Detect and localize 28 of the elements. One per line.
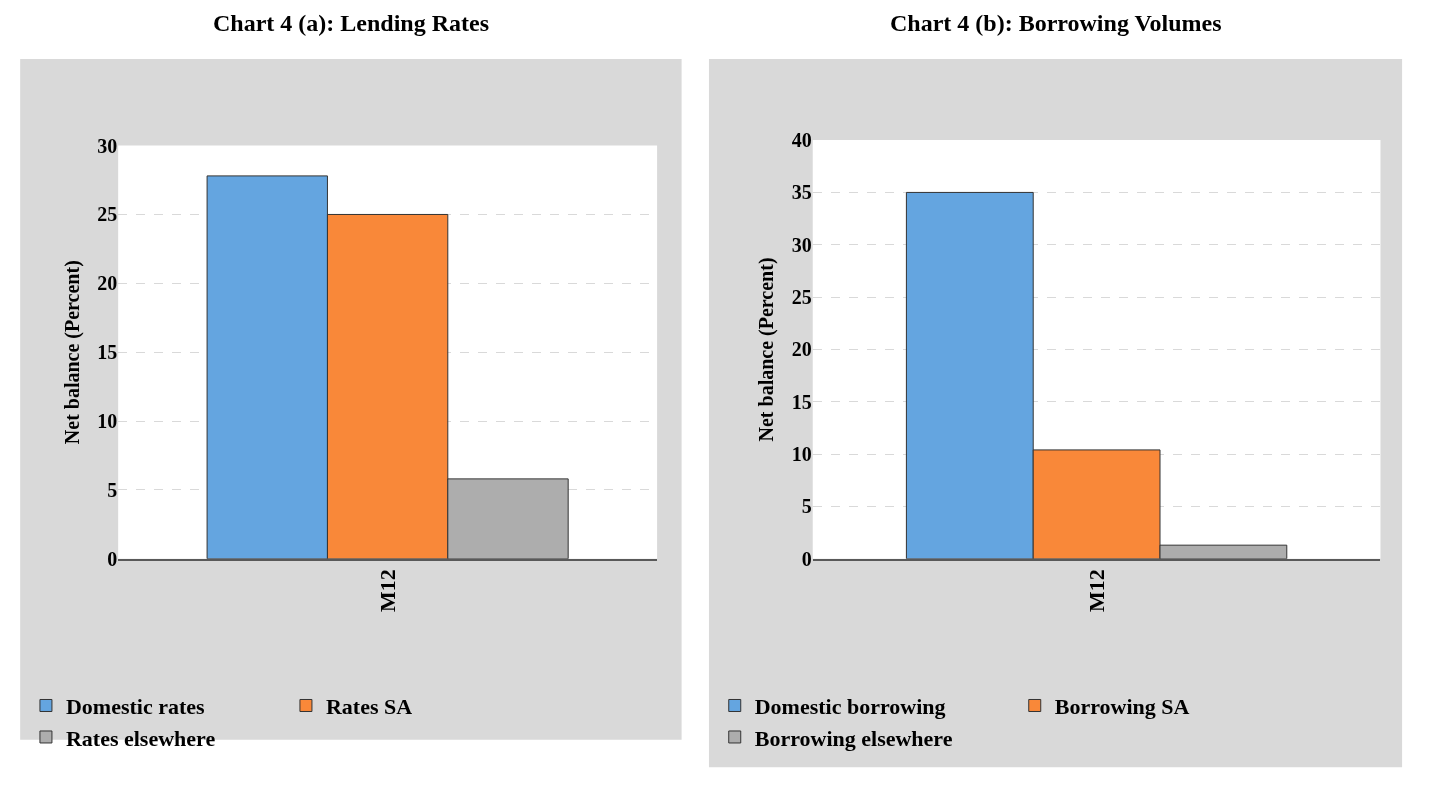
y-tick-label: 0 — [801, 547, 812, 570]
y-tick-label: 10 — [97, 410, 118, 433]
y-tick-label: 0 — [107, 547, 118, 570]
legend-label: Domestic borrowing — [754, 694, 946, 720]
y-axis-title: Net balance (Percent) — [60, 260, 84, 445]
y-tick-label: 15 — [97, 341, 118, 364]
legend-label: Rates SA — [325, 694, 413, 720]
y-tick-label: 10 — [791, 443, 812, 466]
y-tick-label: 30 — [791, 233, 812, 256]
y-axis-title: Net balance (Percent) — [755, 257, 779, 442]
x-tick-label: M12 — [374, 569, 400, 613]
y-tick-label: 35 — [791, 181, 812, 204]
legend-label: Borrowing SA — [1054, 694, 1190, 720]
y-tick-label: 5 — [107, 478, 118, 501]
legend-label: Borrowing elsewhere — [754, 725, 953, 751]
x-tick-label: M12 — [1083, 569, 1109, 613]
legend-label: Domestic rates — [65, 694, 206, 720]
chart-title: Chart 4 (a): Lending Rates — [213, 10, 489, 36]
y-tick-label: 30 — [97, 134, 118, 157]
legend-label: Rates elsewhere — [65, 725, 216, 751]
y-tick-label: 20 — [791, 338, 812, 361]
y-tick-label: 25 — [97, 203, 118, 226]
y-tick-label: 40 — [791, 129, 812, 152]
y-tick-label: 5 — [801, 495, 812, 518]
y-tick-label: 25 — [791, 286, 812, 309]
y-tick-label: 15 — [791, 390, 812, 413]
chart-title: Chart 4 (b): Borrowing Volumes — [890, 10, 1222, 36]
y-tick-label: 20 — [97, 272, 118, 295]
